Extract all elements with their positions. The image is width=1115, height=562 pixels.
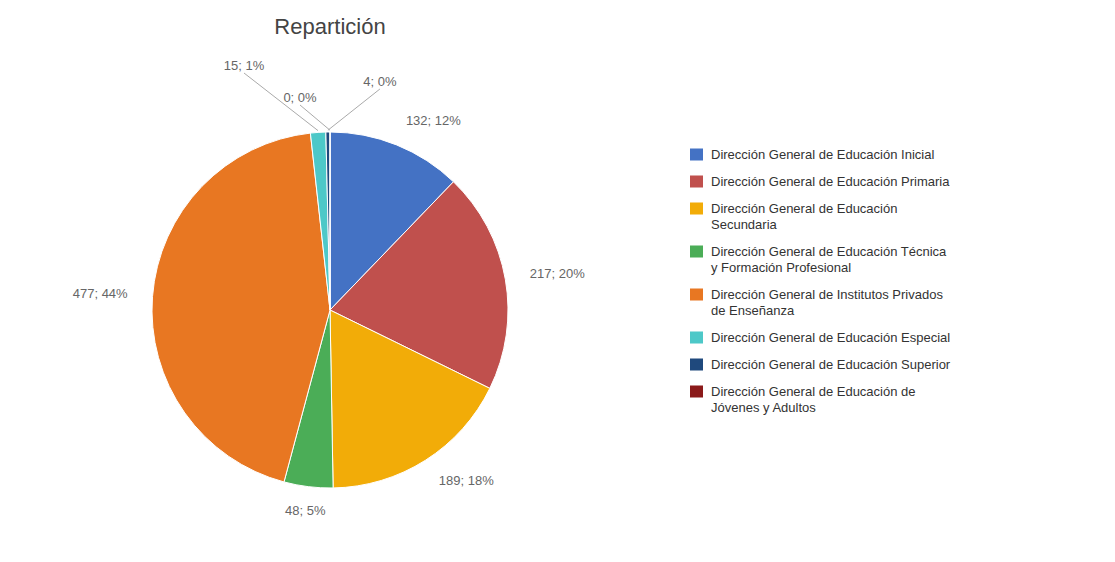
data-label: 189; 18% xyxy=(439,473,494,488)
data-label: 15; 1% xyxy=(224,58,265,73)
legend-label: Dirección General de Educación Inicial xyxy=(711,147,934,162)
legend-swatch xyxy=(690,289,703,301)
legend-swatch xyxy=(690,149,703,161)
leader-line xyxy=(244,73,318,131)
data-label: 217; 20% xyxy=(530,266,585,281)
data-labels: 132; 12% 217; 20% 189; 18% 48; 5% 477; 44% 0;… xyxy=(73,58,586,518)
legend-swatch xyxy=(690,176,703,188)
legend-label: Dirección General de Educación Superior xyxy=(711,357,951,372)
legend-label: Dirección General de Institutos Privados… xyxy=(711,287,943,318)
legend-swatch xyxy=(690,386,703,398)
pie-slice xyxy=(330,132,331,310)
data-label: 4; 0% xyxy=(363,74,397,89)
data-label: 48; 5% xyxy=(285,503,326,518)
chart-title: Repartición xyxy=(274,14,385,39)
chart-container: Repartición 132; 12% 217; 20% 189; 18% 48; 5… xyxy=(0,0,1115,562)
pie-slice xyxy=(326,132,330,310)
legend-swatch xyxy=(690,359,703,371)
legend-label: Dirección General de Educación Técnicay … xyxy=(711,244,947,275)
legend-label: Dirección General de Educación Primaria xyxy=(711,174,950,189)
legend-label: Dirección General de EducaciónSecundaria xyxy=(711,201,897,232)
leader-line xyxy=(300,105,330,130)
pie-slices xyxy=(152,132,508,488)
chart-svg: Repartición 132; 12% 217; 20% 189; 18% 48; 5… xyxy=(0,0,1115,562)
data-label: 132; 12% xyxy=(406,113,461,128)
legend-swatch xyxy=(690,246,703,258)
pie-slice xyxy=(330,310,490,488)
legend-label: Dirección General de Educación deJóvenes… xyxy=(711,384,916,415)
pie-slice xyxy=(152,133,330,482)
legend-label: Dirección General de Educación Especial xyxy=(711,330,950,345)
legend: Dirección General de Educación Inicial Di… xyxy=(690,147,951,415)
data-label: 477; 44% xyxy=(73,286,128,301)
pie-slice xyxy=(310,132,330,310)
legend-swatch xyxy=(690,203,703,215)
data-label: 0; 0% xyxy=(283,90,317,105)
leader-line xyxy=(328,89,380,130)
legend-swatch xyxy=(690,332,703,344)
